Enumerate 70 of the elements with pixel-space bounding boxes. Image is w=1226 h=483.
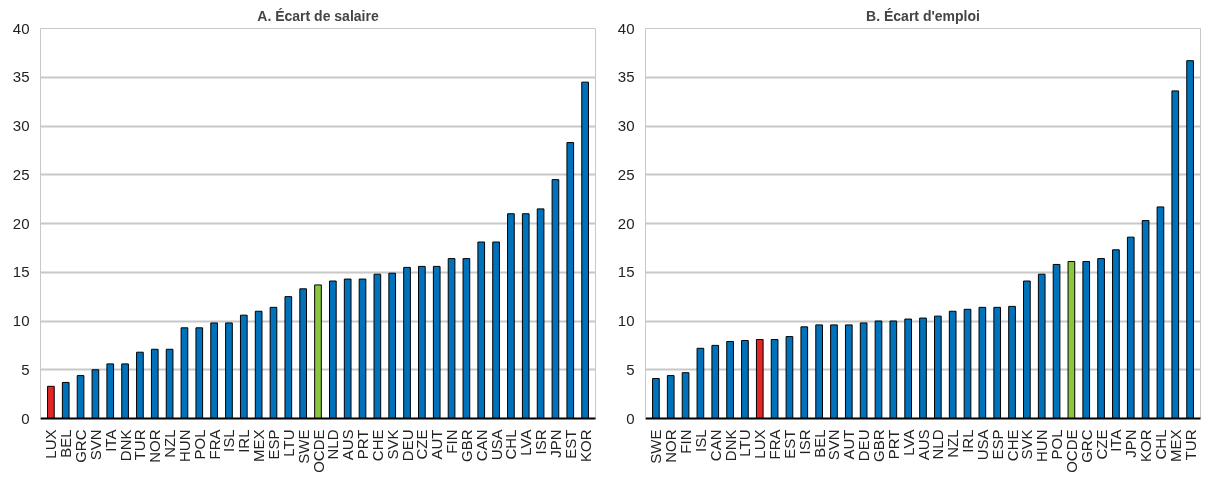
y-tick-label: 25 [12, 165, 30, 183]
x-tick-label: CHL [502, 429, 520, 460]
y-tick-label: 15 [12, 263, 30, 281]
x-tick-label: USA [487, 429, 505, 461]
x-tick-label: TUR [131, 429, 149, 461]
y-tick-label: 20 [12, 214, 30, 232]
x-tick-label: ESP [988, 429, 1006, 460]
x-tick-label: OCDE [309, 429, 327, 473]
x-tick-label: LUX [42, 429, 60, 459]
x-tick-label: SVK [383, 429, 401, 460]
y-tick-label: 40 [12, 19, 30, 37]
x-tick-label: IRL [235, 429, 253, 453]
x-tick-label: LVA [899, 429, 917, 456]
x-tick-label: ISR [795, 429, 813, 455]
y-tick-label: 30 [617, 117, 635, 134]
x-tick-label: TUR [1181, 429, 1199, 461]
y-tick-label: 35 [617, 68, 635, 86]
x-tick-label: SVN [825, 429, 843, 461]
x-tick-label: GRC [1077, 429, 1095, 463]
x-tick-label: CZE [1092, 429, 1110, 460]
x-tick-label: ITA [101, 429, 119, 452]
x-tick-label: SWE [647, 429, 665, 464]
y-tick-label: 20 [617, 214, 635, 232]
x-tick-label: ITA [1107, 429, 1125, 452]
y-tick-label: 25 [617, 165, 635, 183]
x-tick-label: ISL [220, 429, 238, 453]
y-tick-label: 0 [626, 409, 635, 427]
x-tick-label: NLD [929, 429, 947, 460]
y-tick-label: 5 [21, 360, 30, 378]
x-tick-label: PRT [884, 429, 902, 460]
x-tick-label: KOR [576, 429, 594, 462]
x-tick-label: CAN [706, 429, 724, 462]
x-tick-label: MEX [1166, 429, 1184, 462]
x-tick-label: NOR [146, 429, 164, 463]
y-tick-label: 35 [12, 68, 30, 86]
y-tick-label: 15 [617, 263, 635, 281]
x-tick-label: BEL [57, 429, 75, 458]
x-tick-label: LTU [279, 429, 297, 457]
x-tick-label: NLD [324, 429, 342, 460]
x-tick-label: NOR [662, 429, 680, 463]
chart-title: A. Écart de salaire [257, 7, 379, 24]
x-tick-label: AUS [914, 429, 932, 461]
x-tick-label: AUT [428, 429, 446, 460]
x-tick-label: LTU [736, 429, 754, 457]
y-tick-label: 0 [21, 409, 30, 427]
chart-title: B. Écart d'emploi [866, 7, 980, 24]
y-tick-label: 40 [617, 19, 635, 37]
x-tick-label: POL [190, 429, 208, 460]
x-tick-label: CAN [472, 429, 490, 462]
x-tick-label: AUS [339, 429, 357, 461]
x-tick-label: DEU [398, 429, 416, 462]
x-tick-label: NZL [944, 429, 962, 458]
y-tick-label: 10 [12, 312, 30, 329]
x-tick-label: AUT [840, 429, 858, 460]
x-tick-label: DNK [721, 429, 739, 462]
y-tick-label: 30 [12, 117, 30, 134]
x-tick-label: HUN [1033, 429, 1051, 462]
y-tick-label: 5 [626, 360, 635, 378]
x-tick-label: SVK [1018, 429, 1036, 460]
x-tick-label: CZE [413, 429, 431, 460]
x-tick-label: BEL [810, 429, 828, 458]
x-tick-label: DNK [116, 429, 134, 462]
x-tick-label: CHE [1003, 429, 1021, 462]
x-tick-label: EST [561, 429, 579, 459]
x-tick-label: LUX [751, 429, 769, 459]
x-tick-label: FRA [205, 429, 223, 460]
x-tick-label: JPN [1122, 429, 1140, 458]
x-tick-label: SWE [294, 429, 312, 464]
y-tick-label: 10 [617, 312, 635, 329]
x-tick-label: LVA [517, 429, 535, 456]
